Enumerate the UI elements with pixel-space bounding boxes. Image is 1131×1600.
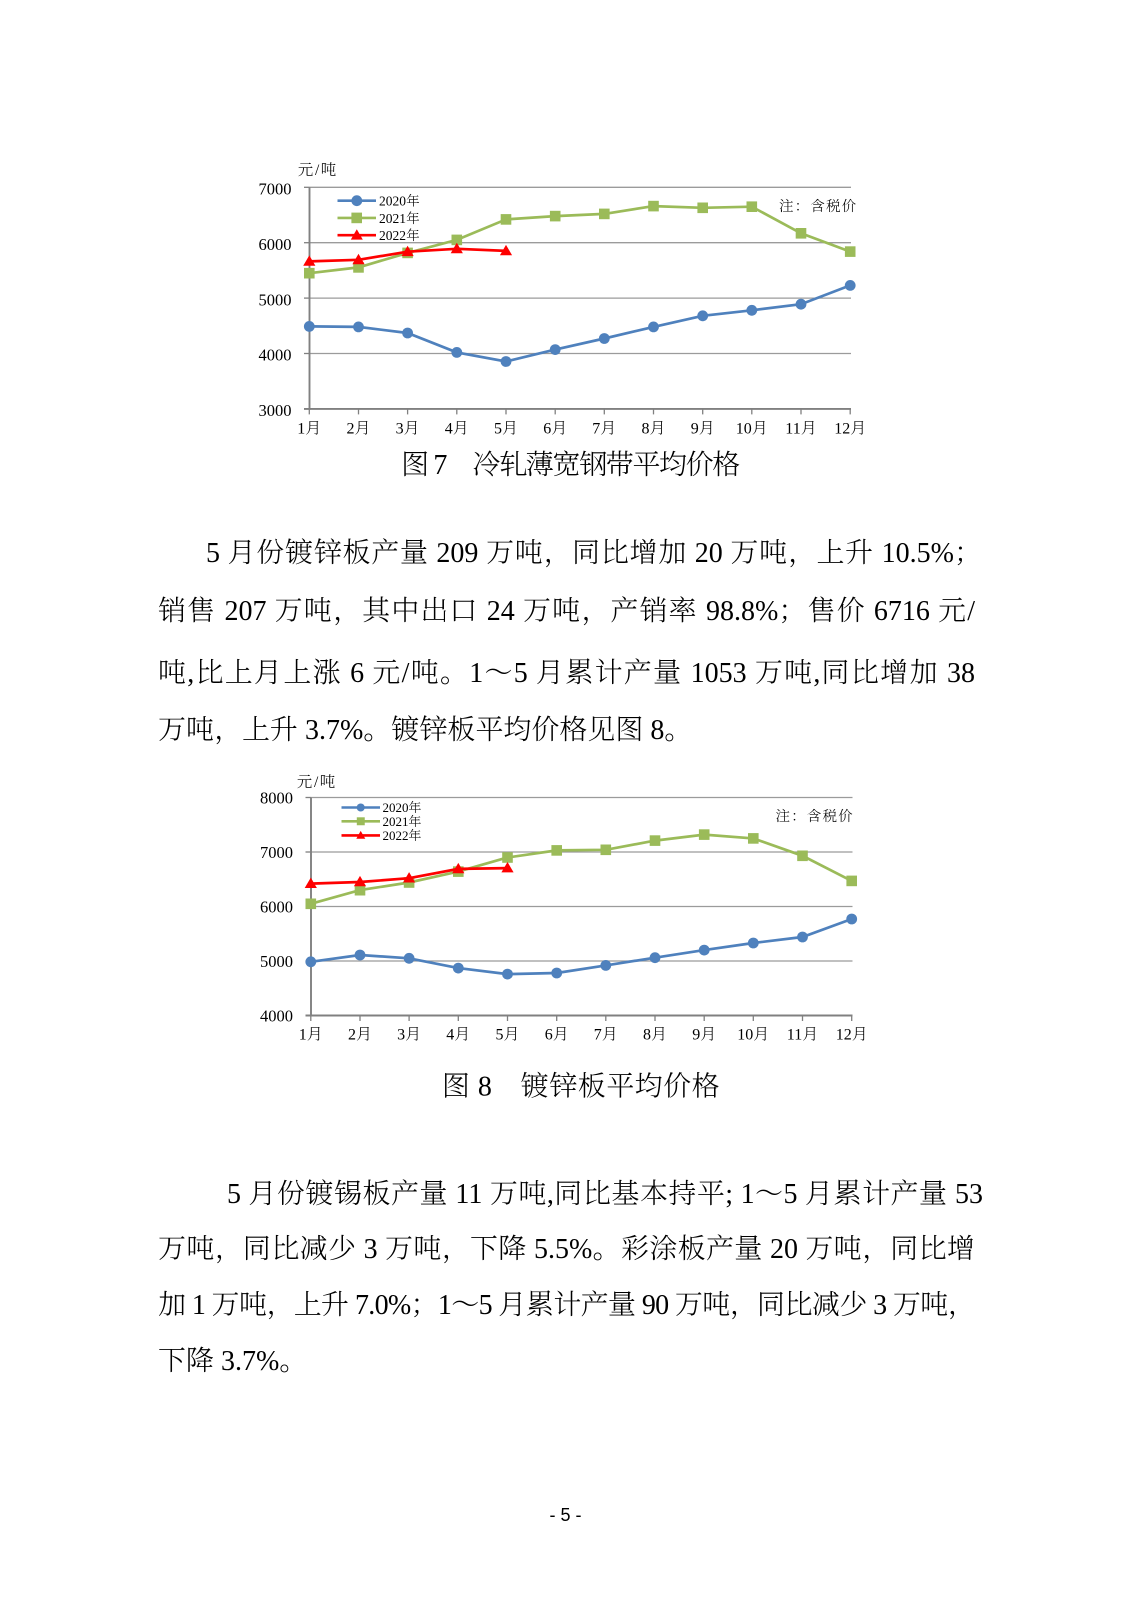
svg-text:6000: 6000 (260, 897, 293, 916)
svg-text:元/吨: 元/吨 (298, 162, 338, 179)
svg-text:2020年: 2020年 (383, 800, 422, 815)
svg-text:注：含税价: 注：含税价 (779, 198, 858, 215)
svg-text:10月: 10月 (737, 1027, 769, 1044)
svg-text:2月: 2月 (346, 421, 370, 438)
svg-text:9月: 9月 (692, 1027, 716, 1044)
svg-text:10月: 10月 (736, 421, 768, 438)
svg-text:1月: 1月 (299, 1027, 323, 1044)
svg-text:11月: 11月 (785, 421, 816, 438)
svg-text:5000: 5000 (259, 290, 292, 309)
svg-text:元/吨: 元/吨 (297, 774, 337, 791)
svg-text:注：含税价: 注：含税价 (776, 808, 855, 825)
svg-text:8月: 8月 (641, 421, 665, 438)
svg-text:6000: 6000 (259, 235, 292, 254)
svg-text:3月: 3月 (396, 421, 420, 438)
svg-text:8000: 8000 (260, 788, 293, 807)
svg-text:4000: 4000 (260, 1006, 293, 1025)
svg-text:2月: 2月 (348, 1027, 372, 1044)
svg-text:5000: 5000 (260, 952, 293, 971)
svg-text:2020年: 2020年 (379, 194, 420, 209)
svg-text:3000: 3000 (259, 401, 292, 420)
svg-text:1月: 1月 (297, 421, 321, 438)
svg-text:8月: 8月 (643, 1027, 667, 1044)
svg-text:2022年: 2022年 (383, 828, 422, 843)
svg-text:图 7 冷轧薄宽钢带平均价格: 图 7 冷轧薄宽钢带平均价格 (401, 450, 740, 481)
svg-text:12月: 12月 (836, 1027, 868, 1044)
svg-text:6月: 6月 (545, 1027, 569, 1044)
svg-text:2021年: 2021年 (379, 211, 420, 226)
svg-text:4000: 4000 (259, 346, 292, 365)
svg-text:图 8 镀锌板平均价格: 图 8 镀锌板平均价格 (442, 1071, 720, 1102)
svg-text:7000: 7000 (260, 843, 293, 862)
svg-text:5月: 5月 (495, 1027, 519, 1044)
svg-text:5月: 5月 (494, 421, 518, 438)
svg-text:2022年: 2022年 (379, 228, 420, 243)
svg-text:7月: 7月 (594, 1027, 618, 1044)
svg-text:2021年: 2021年 (383, 814, 422, 829)
svg-text:3月: 3月 (397, 1027, 421, 1044)
svg-text:4月: 4月 (446, 1027, 470, 1044)
svg-text:4月: 4月 (445, 421, 469, 438)
svg-text:6月: 6月 (543, 421, 567, 438)
svg-text:7月: 7月 (592, 421, 616, 438)
svg-text:9月: 9月 (691, 421, 715, 438)
svg-text:7000: 7000 (259, 180, 292, 199)
svg-text:12月: 12月 (834, 421, 866, 438)
svg-text:11月: 11月 (787, 1027, 818, 1044)
